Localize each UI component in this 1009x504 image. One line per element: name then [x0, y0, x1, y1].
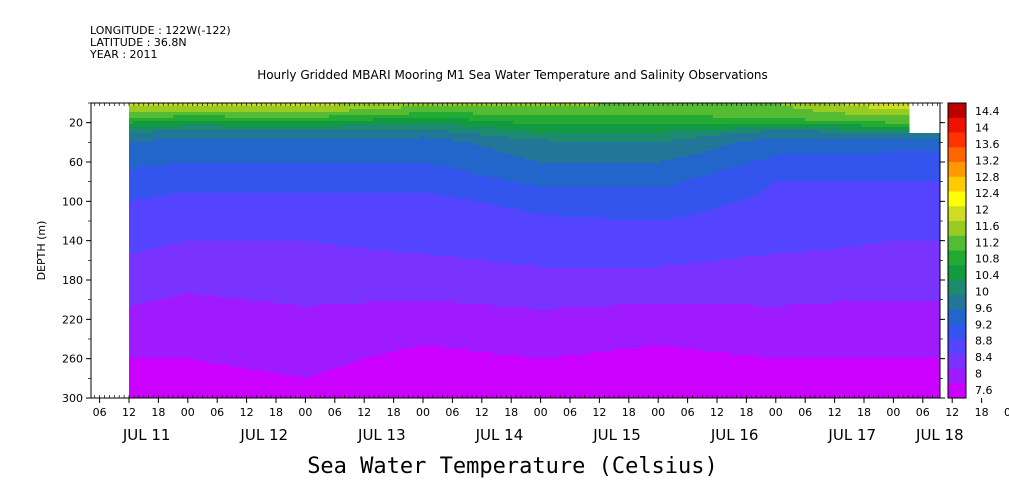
- colorbar-segment: [948, 369, 966, 384]
- colorbar-tick-label: 13.6: [975, 138, 1000, 151]
- colorbar-tick-label: 8: [975, 367, 982, 380]
- y-axis-label: DEPTH (m): [35, 221, 48, 281]
- colorbar-segment: [948, 354, 966, 369]
- y-tick-label: 300: [62, 392, 83, 405]
- colorbar-segment: [948, 324, 966, 339]
- colorbar-segment: [948, 251, 966, 266]
- colorbar-segment: [948, 103, 966, 118]
- colorbar-segment: [948, 236, 966, 251]
- x-day-label: JUL 12: [239, 426, 288, 444]
- x-hour-label: 12: [475, 406, 489, 419]
- x-hour-label: 18: [269, 406, 283, 419]
- colorbar-segment: [948, 147, 966, 162]
- x-hour-label: 18: [975, 406, 989, 419]
- colorbar-tick-label: 10: [975, 285, 989, 298]
- y-tick-label: 60: [69, 156, 83, 169]
- x-day-label: JUL 18: [915, 426, 964, 444]
- x-hour-label: 18: [387, 406, 401, 419]
- x-hour-label: 18: [857, 406, 871, 419]
- colorbar-segment: [948, 192, 966, 207]
- x-hour-label: 06: [798, 406, 812, 419]
- colorbar-tick-label: 8.4: [975, 351, 993, 364]
- x-day-label: JUL 15: [592, 426, 641, 444]
- x-hour-label: 06: [445, 406, 459, 419]
- colorbar-tick-label: 13.2: [975, 154, 1000, 167]
- x-hour-label: 06: [93, 406, 107, 419]
- x-day-label: JUL 11: [122, 426, 171, 444]
- x-hour-label: 00: [181, 406, 195, 419]
- colorbar-tick-label: 12.8: [975, 171, 1000, 184]
- y-tick-label: 260: [62, 353, 83, 366]
- x-hour-label: 00: [769, 406, 783, 419]
- x-hour-label: 00: [886, 406, 900, 419]
- x-hour-label: 12: [122, 406, 136, 419]
- colorbar-segment: [948, 295, 966, 310]
- colorbar-tick-label: 12: [975, 204, 989, 217]
- colorbar-tick-label: 14: [975, 122, 989, 135]
- y-tick-label: 220: [62, 313, 83, 326]
- x-hour-label: 12: [357, 406, 371, 419]
- colorbar-segment: [948, 206, 966, 221]
- colorbar-tick-label: 11.2: [975, 236, 1000, 249]
- colorbar-tick-label: 9.2: [975, 318, 993, 331]
- x-hour-label: 00: [651, 406, 665, 419]
- colorbar-tick-label: 14.4: [975, 105, 1000, 118]
- x-hour-label: 12: [828, 406, 842, 419]
- x-hour-label: 18: [151, 406, 165, 419]
- colorbar-segment: [948, 221, 966, 236]
- x-hour-label: 12: [240, 406, 254, 419]
- x-day-label: JUL 14: [475, 426, 524, 444]
- colorbar-segment: [948, 280, 966, 295]
- x-day-label: JUL 17: [827, 426, 876, 444]
- x-hour-label: 00: [1004, 406, 1009, 419]
- y-tick-label: 140: [62, 235, 83, 248]
- x-hour-label: 00: [298, 406, 312, 419]
- colorbar-segment: [948, 133, 966, 148]
- colorbar-segment: [948, 339, 966, 354]
- y-tick-label: 20: [69, 117, 83, 130]
- x-hour-label: 06: [916, 406, 930, 419]
- x-hour-label: 06: [210, 406, 224, 419]
- x-hour-label: 00: [534, 406, 548, 419]
- variable-label: Sea Water Temperature (Celsius): [0, 454, 1009, 479]
- x-hour-label: 12: [710, 406, 724, 419]
- x-hour-label: 18: [622, 406, 636, 419]
- colorbar-tick-label: 10.8: [975, 253, 1000, 266]
- colorbar-segment: [948, 265, 966, 280]
- x-hour-label: 12: [945, 406, 959, 419]
- colorbar-segment: [948, 383, 966, 398]
- colorbar-segment: [948, 118, 966, 133]
- colorbar-segment: [948, 177, 966, 192]
- x-hour-label: 00: [416, 406, 430, 419]
- colorbar-segment: [948, 162, 966, 177]
- colorbar-segment: [948, 310, 966, 325]
- x-hour-label: 06: [328, 406, 342, 419]
- x-hour-label: 06: [563, 406, 577, 419]
- colorbar-tick-label: 9.6: [975, 302, 993, 315]
- y-tick-label: 180: [62, 274, 83, 287]
- colorbar-tick-label: 12.4: [975, 187, 1000, 200]
- x-day-label: JUL 16: [710, 426, 759, 444]
- x-hour-label: 12: [592, 406, 606, 419]
- colorbar-tick-label: 7.6: [975, 384, 993, 397]
- x-hour-label: 18: [504, 406, 518, 419]
- heatmap-cells: [129, 103, 941, 399]
- colorbar-tick-label: 11.6: [975, 220, 1000, 233]
- colorbar-tick-label: 8.8: [975, 335, 993, 348]
- colorbar-tick-label: 10.4: [975, 269, 1000, 282]
- x-hour-label: 18: [739, 406, 753, 419]
- x-day-label: JUL 13: [357, 426, 406, 444]
- x-hour-label: 06: [681, 406, 695, 419]
- y-tick-label: 100: [62, 195, 83, 208]
